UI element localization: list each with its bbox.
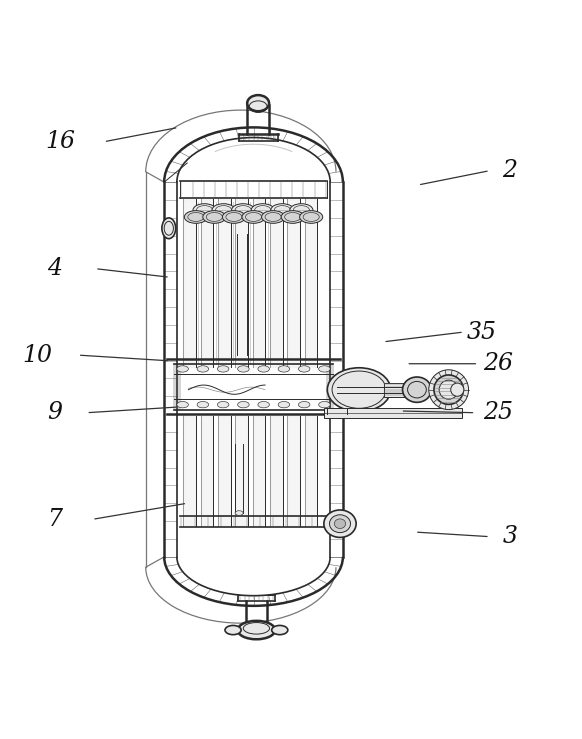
Ellipse shape xyxy=(290,204,313,217)
Ellipse shape xyxy=(232,204,255,217)
Ellipse shape xyxy=(225,625,241,635)
Ellipse shape xyxy=(258,401,269,408)
Ellipse shape xyxy=(434,375,463,404)
Ellipse shape xyxy=(278,366,290,372)
Ellipse shape xyxy=(272,625,288,635)
Text: 35: 35 xyxy=(466,321,496,344)
Ellipse shape xyxy=(271,204,294,217)
Ellipse shape xyxy=(237,401,249,408)
Ellipse shape xyxy=(324,510,356,537)
Ellipse shape xyxy=(429,370,469,409)
Ellipse shape xyxy=(212,204,235,217)
Ellipse shape xyxy=(193,204,216,217)
Text: 10: 10 xyxy=(22,344,52,367)
Bar xyxy=(384,383,407,397)
Ellipse shape xyxy=(177,366,189,372)
Ellipse shape xyxy=(329,515,350,533)
Ellipse shape xyxy=(237,621,275,639)
Ellipse shape xyxy=(403,377,431,402)
Ellipse shape xyxy=(300,211,322,223)
Text: 2: 2 xyxy=(502,159,517,182)
Ellipse shape xyxy=(299,401,310,408)
Ellipse shape xyxy=(197,401,209,408)
Ellipse shape xyxy=(258,366,269,372)
Ellipse shape xyxy=(281,211,304,223)
Text: 26: 26 xyxy=(484,353,513,375)
Text: 4: 4 xyxy=(47,257,62,280)
Ellipse shape xyxy=(450,383,464,396)
Text: 16: 16 xyxy=(45,130,76,153)
Ellipse shape xyxy=(261,211,285,223)
Ellipse shape xyxy=(237,366,249,372)
Ellipse shape xyxy=(218,366,229,372)
Ellipse shape xyxy=(218,401,229,408)
Ellipse shape xyxy=(177,401,189,408)
Ellipse shape xyxy=(197,366,209,372)
Text: 25: 25 xyxy=(484,401,513,424)
Ellipse shape xyxy=(319,401,330,408)
Ellipse shape xyxy=(235,511,243,515)
Ellipse shape xyxy=(334,519,346,528)
Text: 7: 7 xyxy=(47,508,62,531)
Bar xyxy=(324,408,463,418)
Ellipse shape xyxy=(299,366,310,372)
Text: 9: 9 xyxy=(47,401,62,424)
Ellipse shape xyxy=(162,218,176,239)
Ellipse shape xyxy=(251,204,274,217)
Ellipse shape xyxy=(278,401,290,408)
Ellipse shape xyxy=(439,380,458,399)
Ellipse shape xyxy=(203,211,226,223)
Text: 3: 3 xyxy=(502,525,517,548)
Ellipse shape xyxy=(327,368,391,412)
Ellipse shape xyxy=(319,366,330,372)
Ellipse shape xyxy=(247,95,269,112)
Ellipse shape xyxy=(242,211,265,223)
Ellipse shape xyxy=(222,211,246,223)
Ellipse shape xyxy=(184,211,207,223)
